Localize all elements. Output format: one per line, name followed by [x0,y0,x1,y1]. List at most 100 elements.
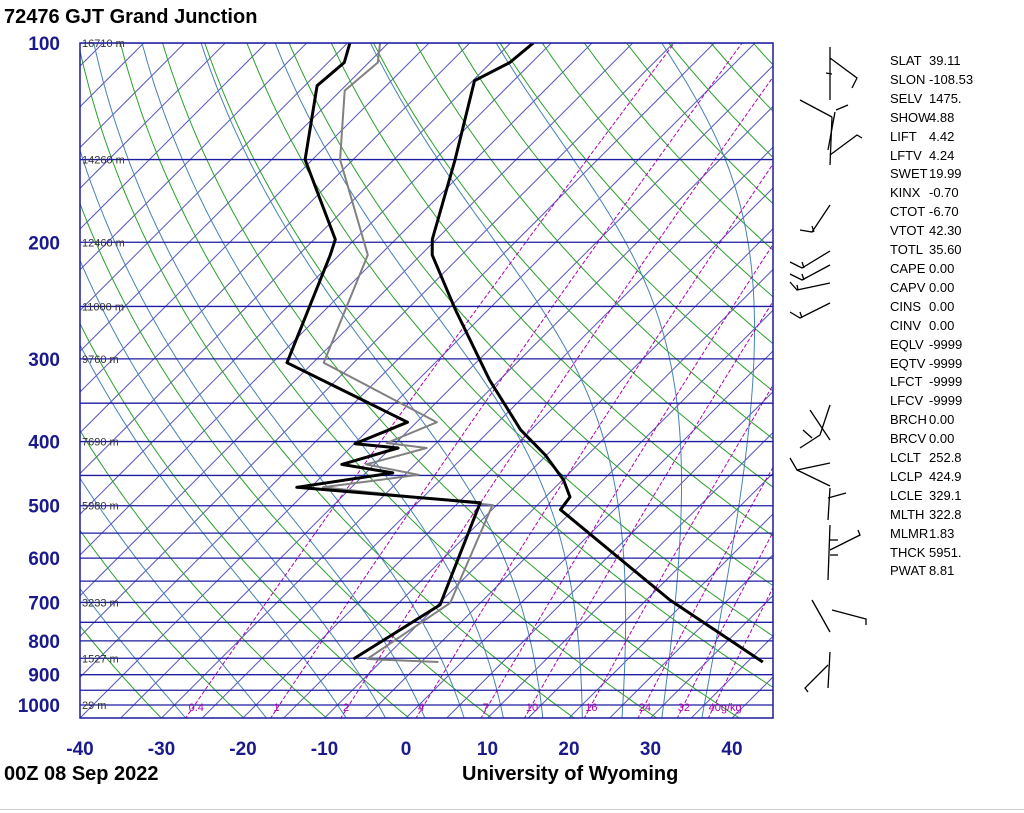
index-value: -0.70 [929,185,959,201]
plot-frame [79,42,774,719]
moist-adiabat [93,43,465,718]
index-value: -9999 [929,374,963,390]
moist-adiabat [661,43,755,718]
index-value: 5951. [929,544,962,560]
temperature-tick-label: 40 [721,739,742,760]
index-row: EQLV -9999 [890,336,973,355]
wind-barb-stroke [825,72,833,75]
isotherm-line [486,431,773,718]
index-row: TOTL 35.60 [890,241,973,260]
height-label: 14260 m [82,155,125,167]
isotherm-line [80,43,756,718]
wind-barb-stroke [789,302,831,319]
isotherm-line [80,43,634,597]
mixing-ratio-line [270,43,743,718]
sounding-traces [285,43,764,664]
dry-adiabat [372,43,773,488]
mixing-ratio-label: 32 [678,702,690,714]
index-name: CAPE [890,260,926,276]
pressure-tick-label: 500 [28,497,60,518]
mixing-ratio-label: 7 [483,702,489,714]
index-value: 424.9 [929,468,962,484]
wind-barb-stroke [809,409,831,441]
index-value: 4.88 [929,109,955,125]
isotherm-line [283,228,773,718]
pressure-tick-label: 100 [28,34,60,55]
isotherm-line [80,43,226,189]
index-row: MLMR 1.83 [890,525,973,544]
observation-time: 00Z 08 Sep 2022 [4,763,159,785]
index-row: CINS 0.00 [890,298,973,317]
wind-barb-stroke [827,492,847,499]
dry-adiabat [80,48,575,718]
index-value: 0.00 [929,317,955,333]
wind-barb-stroke [796,284,799,291]
index-name: VTOT [890,223,925,239]
isotherm-line [80,43,471,434]
index-row: THCK 5951. [890,544,973,563]
dry-adiabat [583,43,773,251]
index-name: KINX [890,185,921,201]
index-name: EQLV [890,336,924,352]
mixing-ratio-label: 4 [418,702,424,714]
wind-barb-stroke [835,104,849,111]
isotherm-line [731,676,773,718]
height-label: 9760 m [82,354,119,366]
index-name: SLON [890,71,926,87]
wind-barb-stroke [811,225,815,233]
temperature-tick-label: 0 [401,739,412,760]
index-value: -9999 [929,336,963,352]
dry-adiabat [625,43,773,205]
isotherm-line [120,65,773,718]
index-row: LCLE 329.1 [890,487,973,506]
wind-barb-stroke [789,281,831,291]
dry-adiabat [457,43,773,392]
wind-barb-stroke [829,57,858,89]
height-label: 3233 m [82,597,119,609]
dry-adiabat [80,202,493,718]
index-value: -6.70 [929,204,959,220]
index-name: CINV [890,317,922,333]
index-name: THCK [890,544,926,560]
index-value: 0.00 [929,279,955,295]
mixing-ratio-label: 1 [273,702,279,714]
index-row: LFTV 4.24 [890,147,973,166]
dry-adiabat [541,43,773,298]
wind-barb-stroke [829,134,863,156]
mixing-ratio-label: 10 [526,702,538,714]
mixing-ratio-line [340,76,773,718]
index-row: KINX -0.70 [890,184,973,203]
isotherm-line [80,43,430,393]
index-row: SWET 19.99 [890,165,973,184]
isotherm-line [80,43,185,149]
isotherm-line [609,554,773,718]
temperature-tick-label: -30 [148,739,175,760]
moist-adiabat [495,43,682,718]
index-row: SHOW 4.88 [890,109,973,128]
index-name: LFTV [890,147,922,163]
wind-barb-stroke [789,264,831,281]
index-value: 0.00 [929,431,955,447]
wind-barbs [789,47,867,693]
wind-barb-stroke [789,250,831,269]
pressure-tick-label: 200 [28,233,60,254]
index-row: LIFT 4.42 [890,128,973,147]
mixing-ratio-line [480,243,773,718]
index-row: LFCV -9999 [890,392,973,411]
mixing-ratio-label: 16 [585,702,597,714]
temperature-tick-label: 10 [477,739,498,760]
index-row: PWAT 8.81 [890,562,973,581]
isotherm-line [80,43,511,475]
temperature-tick-label: -40 [66,739,93,760]
index-value: 322.8 [929,506,962,522]
index-value: 39.11 [929,53,961,68]
mixing-ratio-label: 0.4 [189,702,204,714]
index-row: VTOT 42.30 [890,222,973,241]
temperature-tick-label: 20 [558,739,579,760]
isotherm-line [446,391,773,718]
isotherm-line [527,472,773,718]
moist-adiabat [141,43,504,718]
temperature-tick-label: -10 [311,739,338,760]
height-label: 1527 m [82,653,119,665]
